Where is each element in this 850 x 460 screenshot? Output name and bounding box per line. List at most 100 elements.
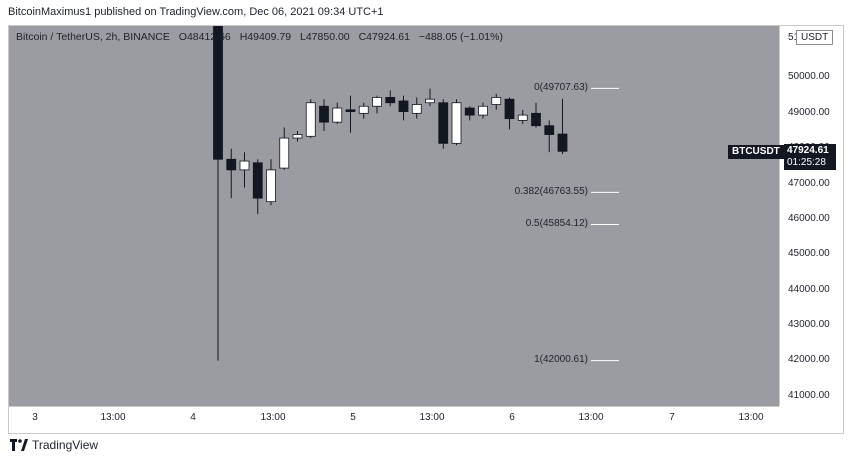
candle-body xyxy=(266,169,276,203)
candle[interactable] xyxy=(319,99,329,131)
candle-body xyxy=(358,105,369,114)
candle-body xyxy=(252,162,263,199)
candle[interactable] xyxy=(491,93,502,110)
candle-body xyxy=(557,133,568,152)
candle[interactable] xyxy=(252,159,263,215)
price-axis-label: 43000.00 xyxy=(788,319,830,330)
price-axis-label: 45000.00 xyxy=(788,248,830,259)
candle-body xyxy=(425,98,435,104)
candle[interactable] xyxy=(464,106,475,121)
time-axis-label: 6 xyxy=(509,412,515,423)
fib-level-label: 0.5(45854.12) xyxy=(525,218,588,229)
candle-body xyxy=(451,102,462,144)
candle-body xyxy=(292,134,303,139)
candle-body xyxy=(305,102,316,137)
candle-body xyxy=(491,97,502,105)
price-axis-label: 44000.00 xyxy=(788,284,830,295)
candle[interactable] xyxy=(557,98,568,154)
candle-body xyxy=(398,100,409,112)
candle[interactable] xyxy=(411,97,422,119)
candle-body xyxy=(372,97,382,107)
currency-badge[interactable]: USDT xyxy=(796,30,834,45)
time-axis-label: 7 xyxy=(669,412,675,423)
legend-symbol: Bitcoin / TetherUS, 2h, BINANCE xyxy=(16,31,170,43)
legend-low-label: L xyxy=(300,31,306,43)
candle-body xyxy=(517,114,528,121)
candle-body xyxy=(345,109,356,112)
fib-level-label: 0(49707.63) xyxy=(534,82,588,93)
legend-low-value: 47850.00 xyxy=(305,31,350,43)
candle-body xyxy=(438,102,449,144)
candle[interactable] xyxy=(517,109,528,124)
candle[interactable] xyxy=(345,95,356,133)
candle-body xyxy=(478,105,488,116)
candle-body xyxy=(504,98,515,120)
legend-open-label: O xyxy=(178,31,187,43)
legend-high-value: 49409.79 xyxy=(247,31,292,43)
bar-countdown: 01:25:28 xyxy=(787,157,826,168)
last-price-value: 47924.61 xyxy=(787,145,829,156)
candle[interactable] xyxy=(358,102,369,119)
legend-open-value: 48412.66 xyxy=(186,31,231,43)
candle[interactable] xyxy=(425,88,435,107)
candle-body xyxy=(411,104,422,114)
candle-body xyxy=(226,158,237,171)
candle-body xyxy=(239,160,250,171)
plot-area[interactable] xyxy=(9,26,779,406)
candle[interactable] xyxy=(438,99,449,149)
time-axis-label: 13:00 xyxy=(100,412,126,423)
candle[interactable] xyxy=(239,152,250,188)
legend-close-value: 47924.61 xyxy=(366,31,410,43)
price-axis-label: 49000.00 xyxy=(788,107,830,118)
candle[interactable] xyxy=(504,97,515,130)
candle-body xyxy=(319,105,329,123)
candle[interactable] xyxy=(531,102,541,128)
candle[interactable] xyxy=(398,95,409,121)
candle[interactable] xyxy=(372,95,382,114)
candle[interactable] xyxy=(478,102,488,119)
candle[interactable] xyxy=(292,131,303,142)
last-price-tag: 47924.61 01:25:28 xyxy=(784,144,836,170)
candle[interactable] xyxy=(226,148,237,199)
fib-level-label: 1(42000.61) xyxy=(534,354,588,365)
price-axis[interactable] xyxy=(779,26,843,406)
price-axis-label: 46000.00 xyxy=(788,213,830,224)
candle-body xyxy=(385,97,396,104)
time-axis-label: 4 xyxy=(190,412,196,423)
tradingview-logo-icon xyxy=(10,439,28,451)
tradingview-footer[interactable]: TradingView xyxy=(10,438,98,452)
legend-change: −488.05 (−1.01%) xyxy=(418,31,503,43)
price-axis-label: 41000.00 xyxy=(788,390,830,401)
candle[interactable] xyxy=(544,120,555,153)
candlestick-chart[interactable] xyxy=(9,26,779,406)
candle-body xyxy=(332,107,343,123)
candle-body xyxy=(464,107,475,116)
candle[interactable] xyxy=(305,99,316,139)
candle[interactable] xyxy=(279,127,290,170)
candle-body xyxy=(279,137,290,169)
candle[interactable] xyxy=(266,159,276,206)
time-axis[interactable] xyxy=(9,406,779,433)
legend-high-label: H xyxy=(239,31,248,43)
candle[interactable] xyxy=(213,26,223,361)
candle-body xyxy=(213,26,223,160)
time-axis-label: 13:00 xyxy=(419,412,445,423)
time-axis-label: 3 xyxy=(32,412,38,423)
time-axis-label: 13:00 xyxy=(738,412,764,423)
footer-brand: TradingView xyxy=(32,438,99,452)
symbol-tag: BTCUSDT xyxy=(728,145,784,159)
price-axis-label: 47000.00 xyxy=(788,178,830,189)
price-axis-label: 42000.00 xyxy=(788,354,830,365)
publisher-header: BitcoinMaximus1 published on TradingView… xyxy=(8,6,384,18)
time-axis-label: 13:00 xyxy=(578,412,604,423)
chart-legend: Bitcoin / TetherUS, 2h, BINANCE O48412.6… xyxy=(16,31,503,43)
time-axis-label: 13:00 xyxy=(260,412,286,423)
candle[interactable] xyxy=(451,99,462,146)
price-axis-label: 50000.00 xyxy=(788,71,830,82)
candle[interactable] xyxy=(332,102,343,124)
time-axis-label: 5 xyxy=(350,412,356,423)
candle[interactable] xyxy=(385,90,396,107)
candle-body xyxy=(531,112,541,127)
candle-body xyxy=(544,125,555,135)
fib-level-label: 0.382(46763.55) xyxy=(514,186,588,197)
